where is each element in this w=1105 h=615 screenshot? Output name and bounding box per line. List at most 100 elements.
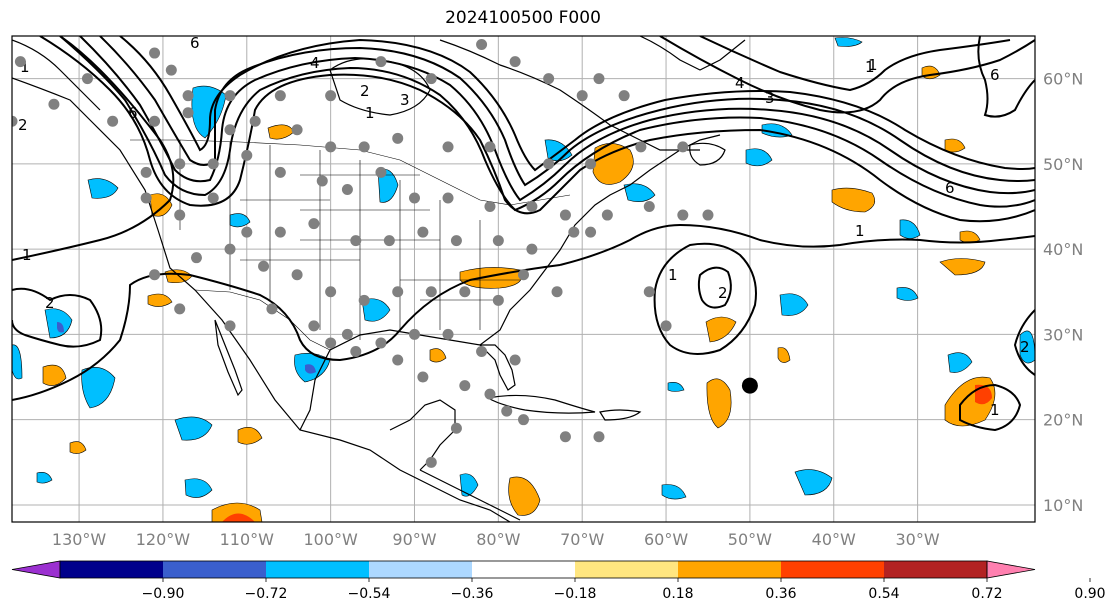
observation-point: [450, 235, 462, 247]
observation-point: [174, 209, 186, 221]
positive-anomaly-blob: [508, 476, 541, 516]
observation-point: [593, 431, 605, 443]
observation-point: [425, 456, 437, 468]
negative-anomaly-blob: [81, 367, 116, 409]
colorbar-tick-label: 0.72: [971, 586, 1002, 602]
positive-anomaly-blob: [429, 348, 447, 363]
observation-point: [660, 320, 672, 332]
storm-center-marker: [741, 377, 758, 394]
positive-anomaly-blob: [939, 258, 986, 276]
observation-point: [358, 141, 370, 153]
observation-point: [408, 192, 420, 204]
map-frame: [11, 35, 1036, 523]
observation-point: [635, 141, 647, 153]
observation-point: [308, 218, 320, 230]
observation-point: [425, 286, 437, 298]
observation-point: [442, 328, 454, 340]
observation-point: [341, 328, 353, 340]
observation-point: [241, 149, 253, 161]
colorbar-tick-label: −0.72: [245, 586, 288, 602]
observation-point: [484, 201, 496, 213]
colorbar-tick-label: 0.18: [662, 586, 693, 602]
latitude-tick-label: 20°N: [1043, 411, 1083, 430]
observation-point: [585, 226, 597, 238]
observation-point: [392, 132, 404, 144]
colorbar-tick-label: −0.54: [348, 586, 391, 602]
florida-peninsula: [478, 344, 516, 391]
negative-anomaly-blob: [794, 469, 833, 496]
contour-label: 2: [718, 284, 728, 302]
negative-anomaly-blob: [899, 219, 921, 239]
observation-point: [241, 226, 253, 238]
observation-point: [350, 235, 362, 247]
colorbar-swatch: [781, 561, 884, 578]
positive-anomaly-blob: [149, 193, 173, 217]
observation-point: [601, 209, 613, 221]
contour-label: 6: [990, 66, 1000, 84]
contour-label: 2: [1020, 338, 1030, 356]
observation-point: [543, 73, 555, 85]
observation-point: [585, 158, 597, 170]
contour-label: 6: [945, 179, 955, 197]
negative-anomaly-blob: [947, 352, 973, 373]
negative-anomaly-blob: [361, 298, 391, 322]
negative-anomaly-blob: [174, 416, 213, 441]
contour-label: 3: [400, 91, 410, 109]
observation-point: [383, 235, 395, 247]
contour-line: [79, 36, 1035, 202]
colorbar-outline: [59, 560, 988, 579]
greenland-coast: [639, 36, 746, 71]
negative-anomaly-blob: [896, 287, 919, 301]
observation-point: [501, 405, 513, 417]
colorbar-tick-label: −0.90: [142, 586, 185, 602]
observation-point: [559, 209, 571, 221]
longitude-tick-label: 30°W: [896, 530, 940, 549]
contour-line: [39, 36, 1035, 223]
negative-anomaly-blob: [667, 382, 685, 392]
latitude-tick-label: 60°N: [1043, 70, 1083, 89]
observation-point: [643, 201, 655, 213]
observation-point: [224, 90, 236, 102]
cuba: [486, 394, 596, 414]
observation-point: [459, 286, 471, 298]
negative-anomaly-blob: [87, 178, 119, 199]
colorbar-swatch: [472, 561, 575, 578]
us-canada-border: [130, 139, 571, 206]
positive-anomaly-blob: [147, 293, 173, 307]
observation-point: [593, 73, 605, 85]
observation-point: [358, 294, 370, 306]
negative-anomaly-blob: [36, 472, 53, 484]
contour-label: 1: [868, 56, 878, 74]
contour-line: [12, 264, 561, 401]
colorbar-swatch: [575, 561, 678, 578]
latitude-tick-label: 40°N: [1043, 240, 1083, 259]
observation-point: [249, 115, 261, 127]
colorbar-swatch: [678, 561, 781, 578]
contour-label: 6: [190, 34, 200, 52]
observation-point: [174, 158, 186, 170]
state-borders: [179, 140, 520, 340]
observation-point: [518, 414, 529, 426]
contour-lines: [12, 36, 1035, 432]
observation-point: [182, 107, 194, 119]
observation-point: [149, 269, 161, 281]
observation-point: [325, 141, 337, 153]
negative-anomaly-blob: [834, 37, 863, 47]
longitude-tick-label: 90°W: [392, 530, 436, 549]
contour-line: [659, 36, 1035, 114]
positive-anomaly-core: [222, 513, 255, 522]
negative-anomaly-core: [57, 322, 64, 333]
longitude-tick-label: 50°W: [728, 530, 772, 549]
longitude-tick-label: 120°W: [136, 530, 191, 549]
contour-label: 2: [18, 116, 28, 134]
observation-point: [375, 166, 387, 178]
map-title: 2024100500 F000: [445, 8, 601, 28]
observation-point: [417, 371, 429, 383]
contour-label: 1: [865, 58, 875, 76]
observation-point: [484, 388, 496, 400]
observation-point: [392, 354, 404, 366]
observation-point: [442, 192, 454, 204]
observation-point: [165, 64, 177, 76]
observation-point: [375, 337, 387, 349]
central-america: [419, 469, 521, 521]
